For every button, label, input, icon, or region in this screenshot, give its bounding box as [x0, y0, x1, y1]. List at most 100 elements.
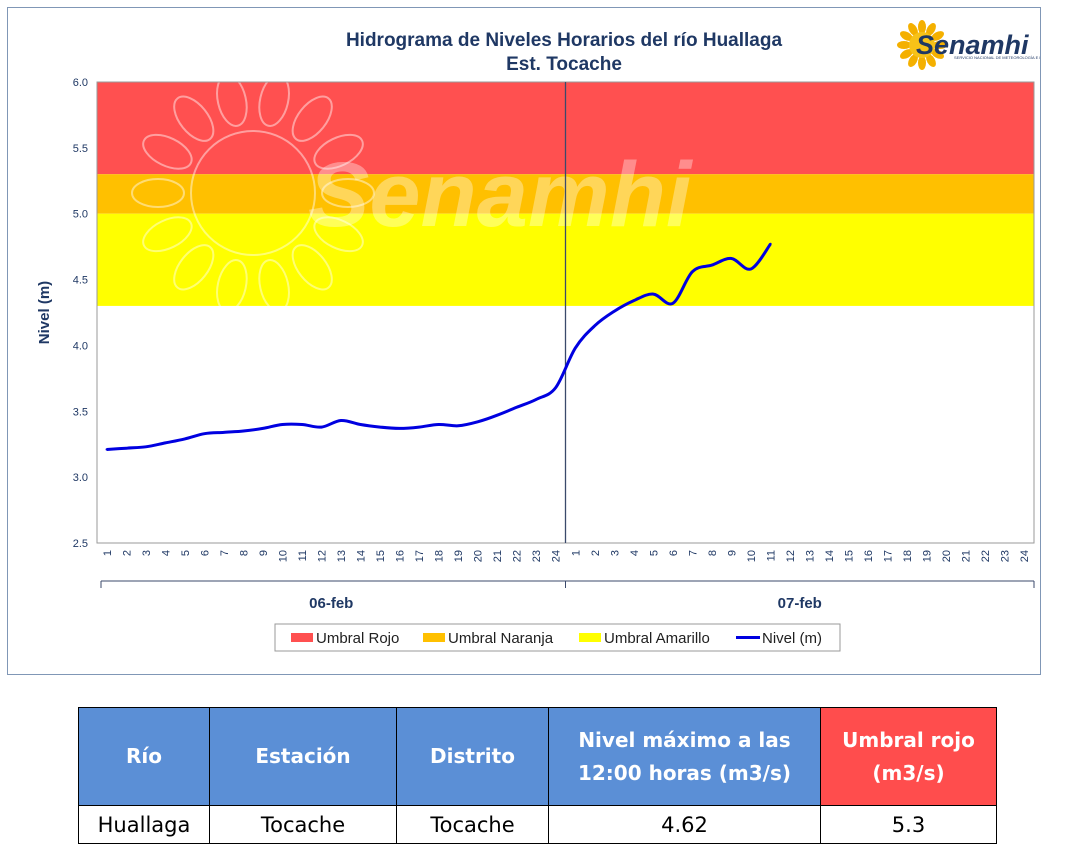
x-tick-label-18: 18: [434, 550, 446, 562]
x-tick-label-27: 3: [609, 550, 621, 556]
watermark-ray-12: [258, 73, 290, 127]
x-tick-label-36: 12: [785, 550, 797, 562]
legend-label-4: Nivel (m): [762, 630, 822, 647]
logo-subtitle: SERVICIO NACIONAL DE METEOROLOGÍA E HIDR…: [954, 55, 1040, 60]
legend-label-3: Umbral Amarillo: [604, 630, 710, 647]
x-tick-label-41: 17: [883, 550, 895, 562]
data-point-13: [339, 419, 343, 422]
y-tick-label-3: 3.5: [73, 406, 88, 418]
x-tick-label-46: 22: [980, 550, 992, 562]
data-point-12: [320, 425, 323, 429]
x-tick-label-8: 8: [238, 550, 250, 556]
day-label-1: 06-feb: [309, 595, 353, 612]
data-point-18: [437, 423, 440, 426]
summary-table: Río Estación Distrito Nivel máximo a las…: [78, 707, 997, 844]
legend-label-2: Umbral Naranja: [448, 630, 554, 647]
logo-ray-11: [926, 23, 936, 36]
x-tick-label-19: 19: [453, 550, 465, 562]
x-tick-label-15: 15: [375, 550, 387, 562]
watermark-ray-8: [131, 178, 185, 208]
data-point-30: [671, 302, 675, 305]
x-tick-label-35: 11: [765, 550, 777, 561]
x-tick-label-6: 6: [199, 550, 211, 556]
x-tick-label-33: 9: [726, 550, 738, 556]
header-umbral-rojo: Umbral rojo (m3/s): [820, 707, 997, 806]
logo-ray-6: [900, 49, 913, 59]
watermark-ray-14: [313, 133, 364, 170]
cell-estacion: Tocache: [209, 805, 397, 844]
data-point-31: [691, 270, 694, 273]
data-point-10: [281, 423, 284, 426]
data-point-5: [183, 437, 187, 441]
x-tick-label-45: 21: [961, 550, 973, 562]
data-point-22: [515, 406, 518, 409]
data-point-16: [398, 427, 401, 430]
legend-swatch-1: [291, 633, 313, 642]
x-tick-label-32: 8: [707, 550, 719, 556]
watermark-ray-1: [321, 178, 375, 208]
x-tick-label-31: 7: [687, 550, 699, 556]
x-tick-label-21: 21: [492, 550, 504, 562]
data-point-11: [300, 423, 304, 426]
watermark-ray-6: [173, 244, 215, 291]
x-tick-label-39: 15: [844, 550, 856, 562]
data-point-4: [164, 441, 167, 445]
header-estacion: Estación: [209, 707, 397, 806]
x-tick-label-13: 13: [336, 550, 348, 562]
data-point-24: [554, 386, 557, 389]
y-tick-label-1: 2.5: [73, 538, 88, 550]
x-tick-label-37: 13: [805, 550, 817, 562]
logo-ray-10: [918, 20, 926, 34]
logo-wordmark: Senamhi: [916, 30, 1029, 60]
logo-sun-icon: [909, 32, 935, 58]
data-point-26: [593, 324, 596, 327]
data-point-27: [613, 309, 616, 313]
cell-distrito: Tocache: [396, 805, 549, 844]
x-tick-label-4: 4: [160, 550, 172, 556]
x-tick-label-47: 23: [1000, 550, 1012, 562]
x-tick-label-48: 24: [1019, 550, 1031, 562]
y-tick-label-6: 5.0: [73, 209, 88, 221]
data-point-21: [495, 414, 499, 417]
data-point-35: [769, 242, 772, 246]
data-point-3: [144, 445, 148, 449]
header-nivel-maximo: Nivel máximo a las 12:00 horas (m3/s): [548, 707, 821, 806]
y-axis-title: Nivel (m): [36, 281, 53, 344]
header-rio: Río: [78, 707, 210, 806]
data-point-28: [632, 299, 636, 302]
logo-ray-5: [908, 54, 918, 67]
data-point-17: [417, 425, 421, 429]
logo-ray-2: [931, 49, 944, 59]
x-tick-label-38: 14: [824, 550, 836, 562]
watermark-ray-9: [142, 133, 193, 170]
x-tick-label-2: 2: [121, 550, 133, 556]
x-tick-label-10: 10: [277, 550, 289, 562]
y-tick-label-5: 4.5: [73, 275, 88, 287]
logo-ray-4: [918, 56, 926, 70]
x-tick-label-43: 19: [922, 550, 934, 562]
watermark-text: Senamhi: [308, 144, 694, 246]
table-row: Huallaga Tocache Tocache 4.62 5.3: [78, 805, 997, 844]
watermark-ray-10: [173, 95, 215, 142]
x-tick-label-23: 23: [531, 550, 543, 562]
chart-title: Hidrograma de Niveles Horarios del río H…: [346, 30, 783, 51]
data-point-2: [125, 446, 128, 450]
x-tick-label-34: 10: [746, 550, 758, 562]
y-tick-label-7: 5.5: [73, 143, 88, 155]
x-tick-label-40: 16: [863, 550, 875, 562]
x-tick-label-29: 5: [648, 550, 660, 556]
x-tick-label-3: 3: [141, 550, 153, 556]
logo-ray-8: [900, 31, 913, 41]
logo-ray-9: [908, 23, 918, 36]
watermark-ray-3: [291, 244, 333, 291]
data-point-20: [476, 420, 479, 424]
chart-panel: Senamhi 2.5 3.0 3.5 4.0 4.5 5.0 5.5 6.0 Nivel (m)…: [7, 7, 1041, 675]
watermark-ray-13: [291, 95, 333, 142]
data-point-23: [535, 398, 538, 401]
cell-umbral-rojo: 5.3: [820, 805, 997, 844]
logo-ray-3: [926, 54, 936, 67]
day-label-2: 07-feb: [778, 595, 822, 612]
data-point-34: [749, 267, 753, 271]
x-tick-label-12: 12: [316, 550, 328, 562]
legend-label-1: Umbral Rojo: [316, 630, 399, 647]
